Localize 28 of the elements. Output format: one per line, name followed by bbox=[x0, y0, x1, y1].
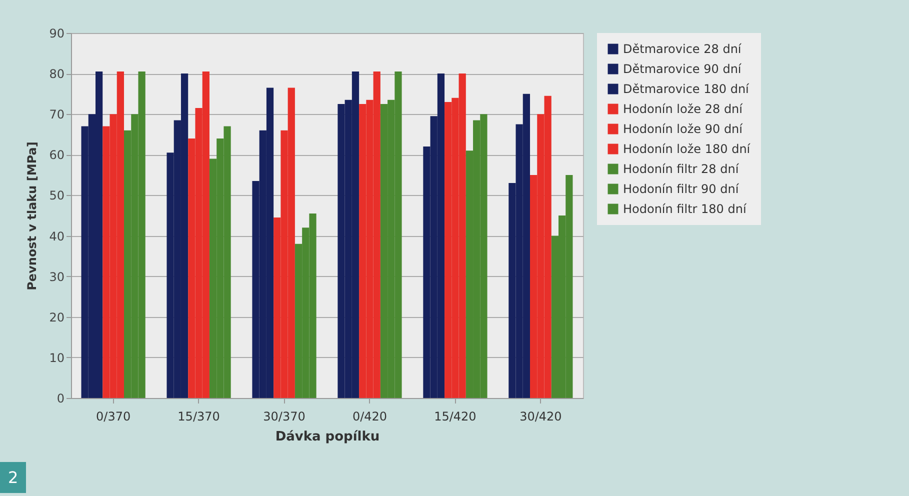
x-tick-label: 30/370 bbox=[263, 410, 306, 424]
legend-label: Hodonín filtr 180 dní bbox=[623, 202, 747, 216]
text: 2 bbox=[0, 462, 26, 493]
legend-label: Hodonín filtr 28 dní bbox=[623, 162, 740, 176]
y-tick-label: 60 bbox=[49, 148, 64, 162]
y-tick-label: 50 bbox=[49, 188, 64, 203]
legend-label: Dětmarovice 90 dní bbox=[623, 62, 742, 76]
y-tick-label: 80 bbox=[49, 67, 64, 82]
y-tick-label: 40 bbox=[49, 229, 64, 244]
legend-label: Dětmarovice 180 dní bbox=[623, 82, 750, 96]
x-tick-label: 0/420 bbox=[352, 410, 388, 424]
legend-label: Dětmarovice 28 dní bbox=[623, 42, 742, 56]
legend-label: Hodonín lože 90 dní bbox=[623, 122, 744, 136]
y-tick-label: 30 bbox=[49, 270, 64, 284]
x-tick-label: 0/370 bbox=[96, 410, 131, 424]
legend-label: Hodonín lože 28 dní bbox=[623, 102, 744, 116]
y-tick-label: 0 bbox=[56, 392, 64, 406]
y-tick-label: 70 bbox=[49, 108, 64, 122]
y-tick-label: 90 bbox=[49, 26, 64, 40]
legend-label: Hodonín filtr 90 dní bbox=[623, 182, 740, 196]
y-axis-title: Pevnost v tlaku [MPa] bbox=[25, 142, 40, 290]
y-tick-label: 20 bbox=[49, 310, 64, 324]
legend-label: Hodonín lože 180 dní bbox=[623, 142, 751, 156]
x-axis-title: Dávka popílku bbox=[275, 430, 380, 444]
x-tick-label: 15/370 bbox=[178, 410, 220, 424]
y-tick-label: 10 bbox=[49, 350, 64, 365]
x-tick-label: 30/420 bbox=[520, 410, 562, 424]
x-tick-label: 15/420 bbox=[434, 410, 476, 424]
